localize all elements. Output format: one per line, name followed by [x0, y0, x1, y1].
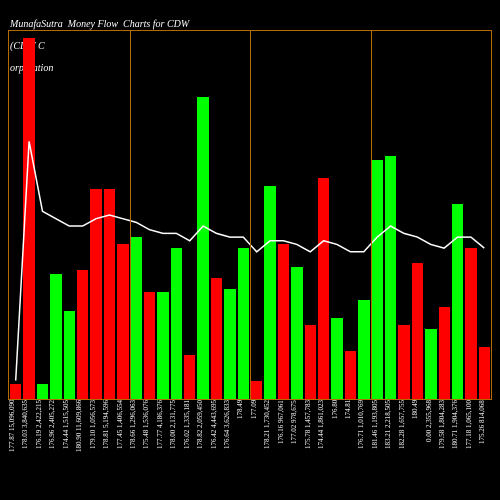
x-axis-label: 179.58 1,804,283 — [438, 400, 451, 500]
x-axis-label: 178.49 — [236, 400, 249, 500]
x-axis-label: 180.71 1,904,376 — [451, 400, 464, 500]
x-axis-label: 175.48 1,536,076 — [142, 400, 155, 500]
x-axis-label: 178.00 2,131,775 — [169, 400, 182, 500]
x-axis-label: 183.21 2,218,505 — [384, 400, 397, 500]
grid-line — [130, 31, 131, 399]
x-axis-labels: 177.87 15,096,090178.03 3,840,635176.19 … — [8, 400, 492, 500]
x-axis-label: 177.02 978,675 — [290, 400, 303, 500]
x-axis-label: 176.64 3,626,833 — [223, 400, 236, 500]
x-axis-label: 178.21 1,730,452 — [263, 400, 276, 500]
x-axis-label: 177.87 15,096,090 — [8, 400, 21, 500]
x-axis-label: 178.66 1,296,063 — [129, 400, 142, 500]
x-axis-label: 178.03 3,840,635 — [21, 400, 34, 500]
x-axis-label: 177.77 4,186,376 — [156, 400, 169, 500]
x-axis-label: 178.81 5,194,596 — [102, 400, 115, 500]
x-axis-label: 178.82 2,059,450 — [196, 400, 209, 500]
x-axis-label: 180.90 11,609,866 — [75, 400, 88, 500]
x-axis-label: 176.42 4,443,695 — [210, 400, 223, 500]
chart-container: MunafaSutra Money Flow Charts for CDW (C… — [0, 0, 500, 500]
x-axis-label: 175.26 814,068 — [478, 400, 491, 500]
x-axis-label: 174.44 1,515,505 — [62, 400, 75, 500]
x-axis-label: 177.45 1,406,554 — [116, 400, 129, 500]
grid-line — [371, 31, 372, 399]
x-axis-label: 176.02 1,335,181 — [183, 400, 196, 500]
plot-area — [8, 30, 492, 400]
x-axis-label: 176.96 2,405,272 — [48, 400, 61, 500]
x-axis-label: 174.81 — [344, 400, 357, 500]
title-left: MunafaSutra Money Flow Charts for CDW — [10, 19, 189, 30]
x-axis-label: 177.09 — [250, 400, 263, 500]
x-axis-label: 177.18 1,065,100 — [465, 400, 478, 500]
x-axis-label: 180.49 — [411, 400, 424, 500]
grid-line — [250, 31, 251, 399]
x-axis-label: 175.78 1,457,783 — [304, 400, 317, 500]
x-axis-label: 176.16 967,061 — [277, 400, 290, 500]
x-axis-label: 179.10 1,056,573 — [89, 400, 102, 500]
x-axis-label: 182.28 1,657,755 — [398, 400, 411, 500]
x-axis-label: 176.71 1,010,769 — [357, 400, 370, 500]
x-axis-label: 176.80 — [331, 400, 344, 500]
x-axis-label: 0.00 2,355,968 — [425, 400, 438, 500]
x-axis-label: 181.46 1,193,805 — [371, 400, 384, 500]
x-axis-label: 176.19 2,422,215 — [35, 400, 48, 500]
x-axis-label: 174.44 1,861,023 — [317, 400, 330, 500]
